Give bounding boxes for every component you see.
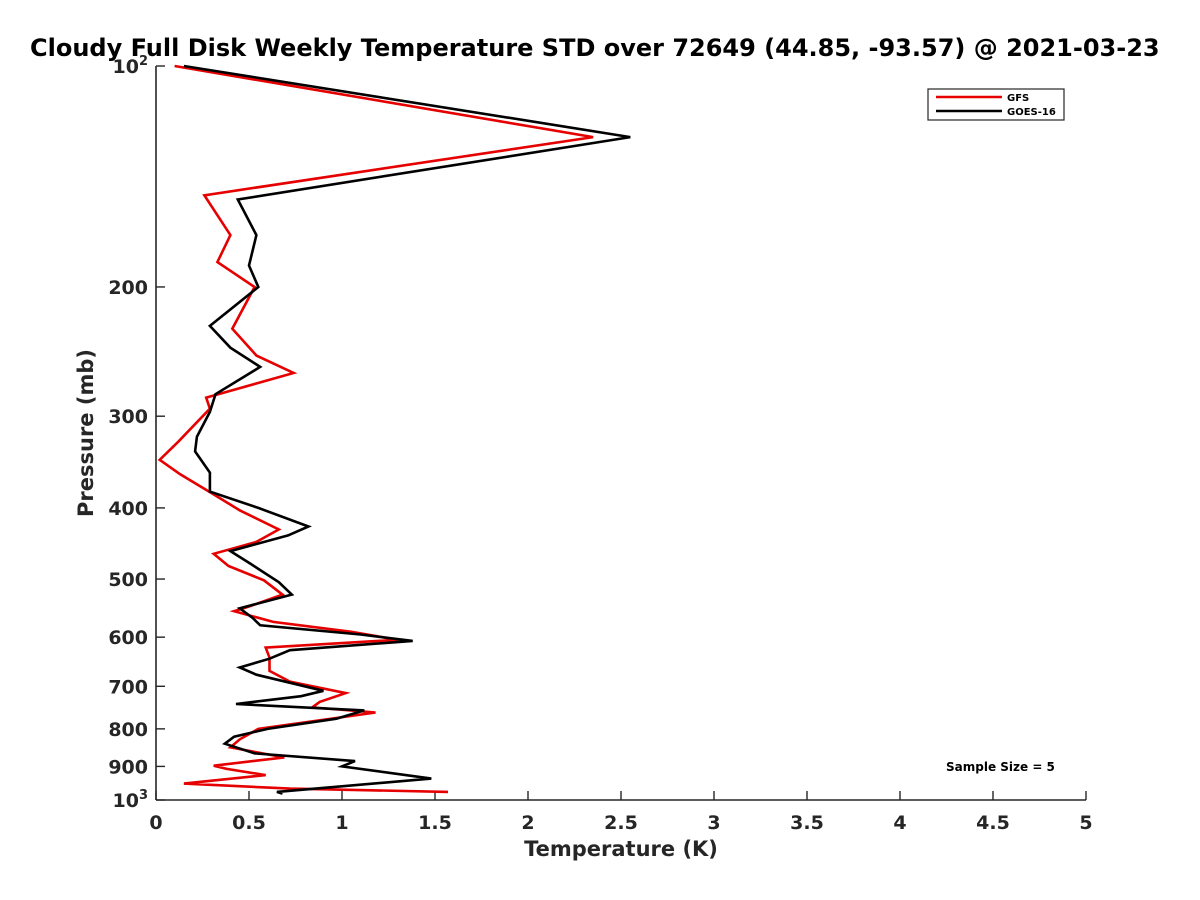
y-tick-label: 200 — [108, 277, 148, 299]
y-tick-label: 102 — [113, 54, 149, 78]
x-tick-label: 1 — [335, 812, 348, 834]
y-tick-label: 700 — [108, 676, 148, 698]
series-lines — [157, 64, 631, 795]
legend-label-gfs: GFS — [1007, 93, 1029, 104]
legend-box — [927, 88, 1065, 121]
legend-label-goes16: GOES-16 — [1007, 107, 1056, 118]
series-line-goes16 — [183, 64, 631, 795]
y-axis-label: Pressure (mb) — [74, 349, 98, 517]
sample-size-annotation: Sample Size = 5 — [946, 760, 1055, 774]
x-tick-label: 4 — [893, 812, 906, 834]
y-tick-label: 600 — [108, 627, 148, 649]
x-tick-label: 4.5 — [976, 812, 1010, 834]
x-tick-label: 0 — [149, 812, 162, 834]
x-tick-label: 2.5 — [604, 812, 638, 834]
x-tick-label: 3 — [707, 812, 720, 834]
x-axis-ticks: 0 0.5 1 1.5 2 2.5 3 3.5 4 4.5 5 — [149, 791, 1093, 834]
y-tick-label: 900 — [108, 756, 148, 778]
y-tick-label: 103 — [113, 788, 149, 812]
x-tick-label: 3.5 — [790, 812, 824, 834]
y-tick-label: 800 — [108, 719, 148, 741]
legend: GFS GOES-16 — [927, 88, 1065, 121]
chart-title: Cloudy Full Disk Weekly Temperature STD … — [30, 34, 1160, 62]
x-axis-label: Temperature (K) — [524, 837, 718, 861]
x-tick-label: 0.5 — [232, 812, 266, 834]
x-tick-label: 1.5 — [418, 812, 452, 834]
y-tick-label: 300 — [108, 406, 148, 428]
x-tick-label: 2 — [521, 812, 534, 834]
y-tick-label: 500 — [108, 569, 148, 591]
y-tick-label: 400 — [108, 498, 148, 520]
y-axis-ticks: 102 200 300 400 500 600 700 800 900 103 — [108, 54, 165, 812]
x-tick-label: 5 — [1079, 812, 1092, 834]
